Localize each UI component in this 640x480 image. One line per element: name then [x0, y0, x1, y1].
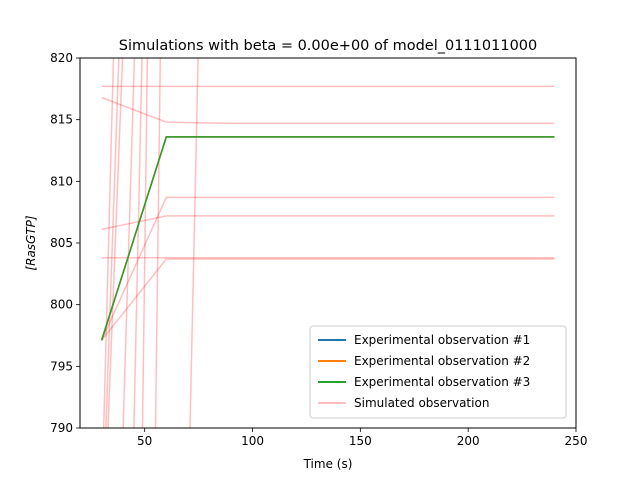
experimental-line-3	[100, 136, 555, 341]
simulated-line	[107, 58, 124, 428]
x-tick-label: 100	[241, 434, 264, 448]
x-tick-label: 250	[565, 434, 588, 448]
x-tick-label: 200	[457, 434, 480, 448]
experimental-lines	[100, 136, 555, 341]
y-tick-label: 790	[50, 421, 73, 435]
legend-label: Experimental observation #3	[354, 375, 530, 389]
y-tick-label: 805	[50, 236, 73, 250]
y-axis-label: [RasGTP]	[24, 215, 38, 270]
simulated-line	[189, 58, 199, 428]
simulated-line	[141, 58, 149, 428]
y-axis: 790 795 800 805 810 815 820	[50, 51, 80, 435]
legend-label: Experimental observation #1	[354, 333, 530, 347]
simulated-line	[102, 58, 115, 428]
x-tick-label: 50	[137, 434, 152, 448]
simulated-line	[133, 58, 143, 428]
simulated-line	[122, 58, 136, 428]
simulated-lines	[100, 58, 555, 428]
legend-label: Simulated observation	[354, 396, 489, 410]
simulated-line	[101, 215, 555, 231]
y-tick-label: 810	[50, 174, 73, 188]
legend-label: Experimental observation #2	[354, 354, 530, 368]
simulated-line	[101, 96, 555, 125]
legend-box	[309, 325, 567, 419]
simulated-line	[100, 196, 555, 341]
chart-title: Simulations with beta = 0.00e+00 of mode…	[119, 38, 538, 54]
simulated-line	[154, 58, 162, 428]
legend: Experimental observation #1 Experimental …	[309, 325, 567, 419]
simulated-line	[105, 58, 120, 428]
x-tick-label: 150	[349, 434, 372, 448]
simulated-line	[101, 258, 555, 341]
y-tick-label: 800	[50, 298, 73, 312]
y-tick-label: 820	[50, 51, 73, 65]
y-tick-label: 815	[50, 113, 73, 127]
y-tick-label: 795	[50, 359, 73, 373]
x-axis-label: Time (s)	[303, 457, 353, 471]
x-axis: 50 100 150 200 250	[137, 428, 587, 448]
